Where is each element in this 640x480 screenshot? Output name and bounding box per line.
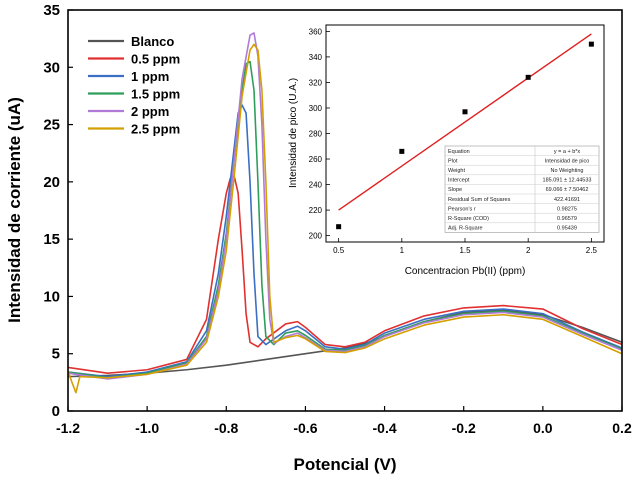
fit-line xyxy=(338,33,592,211)
fit-table-value: 422.41691 xyxy=(554,197,580,203)
y-tick-label: 15 xyxy=(43,231,60,248)
series-line-0 xyxy=(68,309,622,378)
inset-x-tick-label: 1 xyxy=(400,246,405,255)
fit-table-value: No Weighting xyxy=(551,168,584,174)
data-point-0 xyxy=(336,224,342,230)
inset-y-tick-label: 220 xyxy=(309,206,323,215)
x-tick-label: -1.0 xyxy=(135,420,159,436)
x-tick-label: -0.6 xyxy=(293,420,317,436)
main-x-axis-label: Potencial (V) xyxy=(294,455,397,474)
fit-table-key: Equation xyxy=(448,149,470,155)
inset-y-tick-label: 320 xyxy=(309,78,323,87)
inset-x-axis-label: Concentracion Pb(II) (ppm) xyxy=(405,266,526,277)
fit-table-key: Slope xyxy=(448,187,462,193)
fit-table-value: 69.066 ± 7.50462 xyxy=(546,187,589,193)
fit-table-key: Intercept xyxy=(448,178,470,184)
fit-table-value: 0.95439 xyxy=(557,226,577,232)
fit-table-key: Pearson's r xyxy=(448,206,476,212)
x-tick-label: 0.0 xyxy=(533,420,553,436)
series-line-2 xyxy=(68,104,622,378)
data-point-2 xyxy=(462,109,468,115)
y-tick-label: 5 xyxy=(52,346,60,363)
y-tick-label: 30 xyxy=(43,59,60,76)
main-y-axis-label: Intensidad de corriente (uA) xyxy=(5,97,24,323)
inset-y-tick-label: 360 xyxy=(309,27,323,36)
inset-fit-line-group xyxy=(338,33,592,211)
y-tick-label: 10 xyxy=(43,288,60,305)
fit-table-key: Weight xyxy=(448,168,465,174)
x-tick-label: -0.8 xyxy=(214,420,238,436)
x-tick-label: -0.4 xyxy=(373,420,397,436)
inset-points-group xyxy=(336,41,594,230)
main-x-ticks: -1.2 -1.0 -0.8 -0.6 -0.4 -0.2 0.0 0.2 xyxy=(56,406,632,436)
legend-label-5: 2.5 ppm xyxy=(131,122,180,137)
inset-y-tick-label: 300 xyxy=(309,104,323,113)
inset-x-tick-label: 2.5 xyxy=(586,246,598,255)
inset-y-tick-label: 240 xyxy=(309,181,323,190)
inset-y-tick-label: 340 xyxy=(309,53,323,62)
legend: Blanco 0.5 ppm 1 ppm 1.5 ppm 2 ppm 2.5 ppm xyxy=(88,34,180,137)
legend-label-2: 1 ppm xyxy=(131,69,169,84)
y-tick-label: 25 xyxy=(43,117,60,134)
fit-table-value: y = a + b*x xyxy=(554,149,581,155)
y-tick-label: 35 xyxy=(43,2,60,19)
main-plot-area xyxy=(68,32,622,394)
inset-y-axis-label: Intensidad de pico (U.A.) xyxy=(288,78,299,188)
fit-table-key: Adj. R-Square xyxy=(448,226,483,232)
main-y-ticks: 0 5 10 15 20 25 30 35 xyxy=(43,2,73,420)
fit-table-value: 185.091 ± 12.44533 xyxy=(543,178,592,184)
inset-y-tick-label: 280 xyxy=(309,130,323,139)
fit-table-key: Residual Sum of Squares xyxy=(448,197,511,203)
x-tick-label: -0.2 xyxy=(452,420,476,436)
series-line-5 xyxy=(68,43,622,394)
inset-y-tick-label: 200 xyxy=(309,232,323,241)
fit-table-key: R-Square (COD) xyxy=(448,216,489,222)
fit-table-value: Intensidad de pico xyxy=(545,158,590,164)
inset-x-tick-label: 0.5 xyxy=(333,246,345,255)
fit-table-value: 0.98275 xyxy=(557,206,577,212)
series-line-3 xyxy=(68,60,622,379)
data-point-1 xyxy=(399,148,405,154)
fit-results-table: Equation y = a + b*x Plot Intensidad de pic… xyxy=(444,145,600,233)
y-tick-label: 20 xyxy=(43,174,60,191)
x-tick-label: 0.2 xyxy=(612,420,632,436)
inset-x-ticks: 0.5 1 1.5 2 2.5 xyxy=(333,238,597,255)
inset-y-ticks: 200 220 240 260 280 300 320 340 360 xyxy=(309,27,330,241)
inset-y-tick-label: 260 xyxy=(309,155,323,164)
legend-label-4: 2 ppm xyxy=(131,104,169,119)
legend-label-1: 0.5 ppm xyxy=(131,52,180,67)
fit-table-key: Plot xyxy=(448,158,458,164)
fit-table-value: 0.96579 xyxy=(557,216,577,222)
legend-label-0: Blanco xyxy=(131,34,174,49)
inset-x-tick-label: 2 xyxy=(526,246,531,255)
series-line-1 xyxy=(68,175,622,374)
data-point-3 xyxy=(525,74,531,80)
main-axes-frame xyxy=(67,9,623,412)
y-tick-label: 0 xyxy=(52,403,60,420)
inset-x-tick-label: 1.5 xyxy=(459,246,471,255)
data-point-4 xyxy=(588,41,594,47)
fit-table-frame xyxy=(444,145,600,233)
x-tick-label: -1.2 xyxy=(56,420,80,436)
series-line-4 xyxy=(68,32,622,380)
legend-label-3: 1.5 ppm xyxy=(131,87,180,102)
